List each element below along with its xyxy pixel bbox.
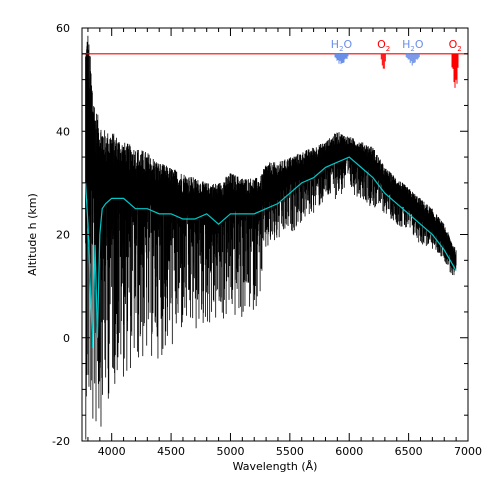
y-tick-label: 20	[56, 229, 70, 242]
x-axis-label: Wavelength (Å)	[233, 460, 318, 473]
absorption-band	[405, 53, 420, 66]
y-tick-label: -20	[52, 435, 70, 448]
x-tick-label: 4500	[157, 445, 185, 458]
y-tick-label: 0	[63, 332, 70, 345]
absorption-band	[334, 53, 349, 65]
band-label: O2	[377, 38, 390, 53]
x-tick-label: 5000	[216, 445, 244, 458]
band-label: O2	[449, 38, 462, 53]
x-tick-label: 6000	[335, 445, 363, 458]
absorption-band	[380, 53, 386, 69]
y-axis-label: Altitude h (km)	[26, 193, 39, 276]
axes: 4000 4500 5000 5500 6000 6500 7000 -20 0 20 40 60	[52, 22, 482, 458]
band-label: H2O	[402, 38, 424, 53]
band-label: H2O	[331, 38, 353, 53]
x-tick-label: 6500	[395, 445, 423, 458]
y-tick-label: 60	[56, 22, 70, 35]
plot-content: H2O O2 H2O O2	[82, 35, 468, 440]
x-tick-label: 7000	[454, 445, 482, 458]
series-0-spikes	[85, 35, 457, 440]
absorption-band	[451, 53, 459, 88]
x-tick-label: 5500	[276, 445, 304, 458]
x-tick-label: 4000	[98, 445, 126, 458]
series-1-line	[84, 156, 457, 349]
y-tick-label: 40	[56, 125, 70, 138]
